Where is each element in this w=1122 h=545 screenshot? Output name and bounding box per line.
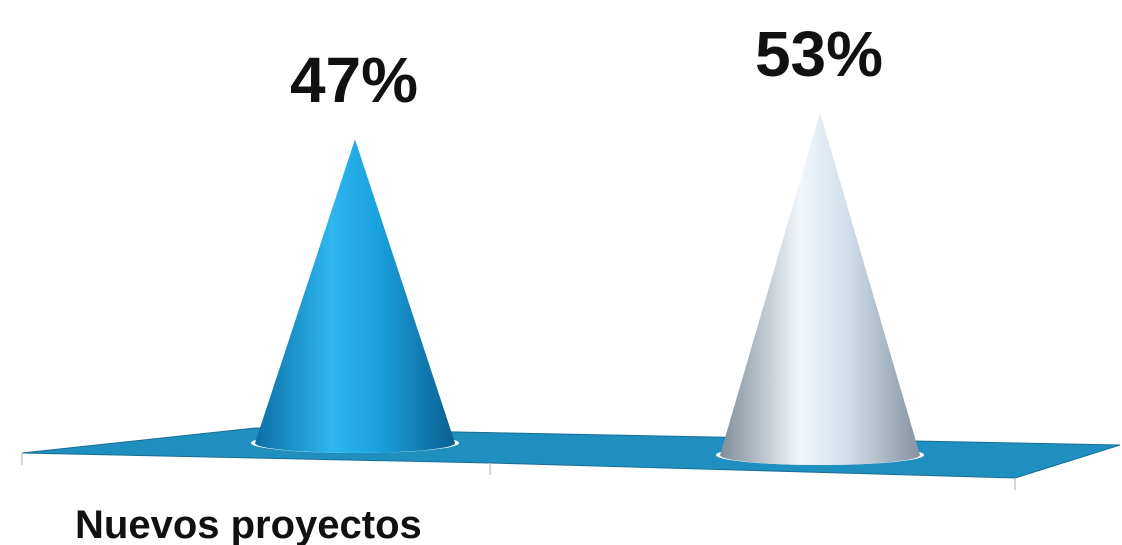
data-label: 47% <box>290 44 418 116</box>
cone-body <box>720 112 920 466</box>
data-label: 53% <box>755 18 883 90</box>
cone-bar <box>251 139 459 453</box>
chart-floor <box>21 427 1121 479</box>
cone-body <box>255 139 455 453</box>
cone-bar <box>716 112 924 466</box>
category-label: Nuevos proyectos <box>75 503 422 545</box>
